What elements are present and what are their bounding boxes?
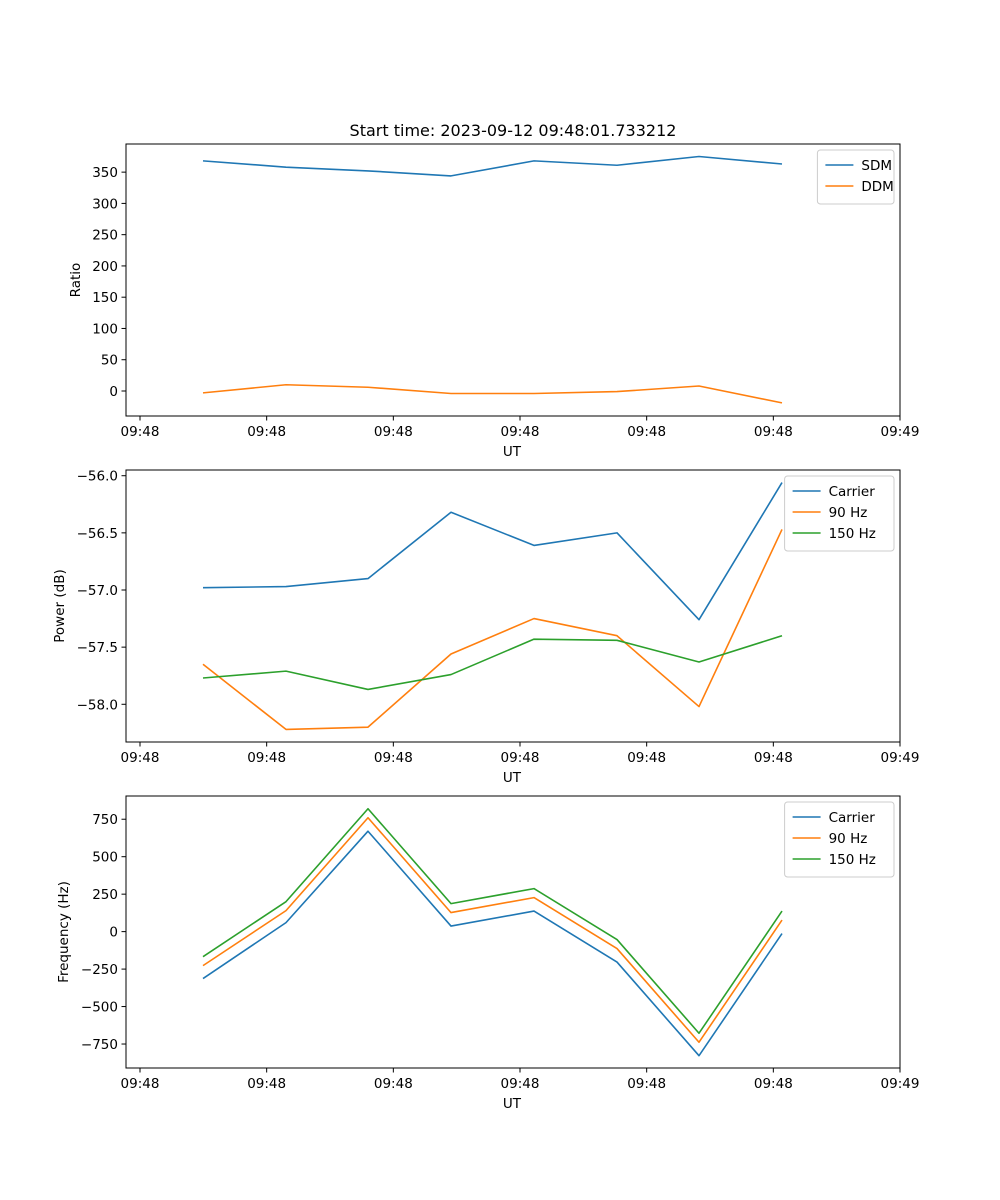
y-tick-label: 150 [92,290,118,306]
y-tick-label: 500 [92,850,118,866]
y-tick-label: −250 [81,962,118,978]
chart-title: Start time: 2023-09-12 09:48:01.733212 [350,121,677,140]
y-tick-label: 0 [109,384,118,400]
x-tick-label: 09:48 [501,750,540,766]
x-tick-label: 09:48 [754,1076,793,1092]
chart-panel-2: 09:48 09:48 09:48 09:48 09:48 09:48 09:49 −58.0… [52,469,919,786]
x-tick-label: 09:48 [501,1076,540,1092]
x-tick-label: 09:49 [881,1076,920,1092]
y-tick-label: −57.0 [77,583,118,599]
y-tick-label: −57.5 [77,640,118,656]
x-tick-label: 09:48 [247,424,286,440]
y-tick-label: −56.5 [77,526,118,542]
legend-box [816,149,895,205]
y-tick-label: −58.0 [77,697,118,713]
series-line-150-hz [202,807,783,1035]
series-line-sdm [202,155,783,177]
y-tick-label: 0 [109,925,118,941]
x-axis-title: UT [503,444,522,460]
legend-label: 150 Hz [829,852,876,868]
y-tick-label: 750 [92,812,118,828]
y-tick-label: 100 [92,321,118,337]
x-tick-label: 09:48 [754,750,793,766]
plot-frame [125,469,901,743]
x-tick-label: 09:48 [121,750,160,766]
x-tick-label: 09:48 [627,424,666,440]
chart-panel-1: 09:48 09:48 09:48 09:48 09:48 09:48 09:49 0 50 10… [68,121,919,460]
x-tick-label: 09:48 [754,424,793,440]
x-tick-label: 09:48 [247,750,286,766]
series-line-150-hz [202,634,783,691]
y-tick-label: −750 [81,1037,118,1053]
y-tick-label: −500 [81,1000,118,1016]
plot-frame [125,143,901,417]
x-tick-label: 09:49 [881,750,920,766]
x-axis-title: UT [503,1096,522,1112]
y-axis-title: Ratio [68,263,84,298]
x-tick-label: 09:48 [121,424,160,440]
series-line-carrier [202,482,783,621]
y-tick-label: 200 [92,259,118,275]
legend-label: DDM [861,179,893,195]
chart-panel-3: 09:48 09:48 09:48 09:48 09:48 09:48 09:49 −750 −… [56,795,920,1112]
x-tick-label: 09:48 [374,750,413,766]
y-tick-label: 50 [101,353,118,369]
x-tick-label: 09:48 [627,750,666,766]
series-line-90-hz [202,529,783,731]
series-line-carrier [202,830,783,1057]
legend-label: 90 Hz [829,831,868,847]
y-tick-label: 350 [92,165,118,181]
y-axis-title: Frequency (Hz) [56,881,72,983]
y-tick-label: −56.0 [77,469,118,485]
y-tick-label: 250 [92,228,118,244]
x-tick-label: 09:48 [374,424,413,440]
y-tick-label: 300 [92,196,118,212]
x-tick-label: 09:48 [501,424,540,440]
y-tick-label: 250 [92,887,118,903]
series-line-ddm [202,383,783,404]
legend-label: Carrier [829,810,876,826]
y-axis-title: Power (dB) [52,569,68,642]
legend-label: 90 Hz [829,505,868,521]
x-tick-label: 09:48 [374,1076,413,1092]
x-tick-label: 09:48 [121,1076,160,1092]
x-tick-label: 09:48 [247,1076,286,1092]
x-tick-label: 09:48 [627,1076,666,1092]
legend-label: Carrier [829,484,876,500]
series-line-90-hz [202,816,783,1044]
x-tick-label: 09:49 [881,424,920,440]
legend-label: 150 Hz [829,526,876,542]
legend-label: SDM [861,158,892,174]
x-axis-title: UT [503,770,522,786]
